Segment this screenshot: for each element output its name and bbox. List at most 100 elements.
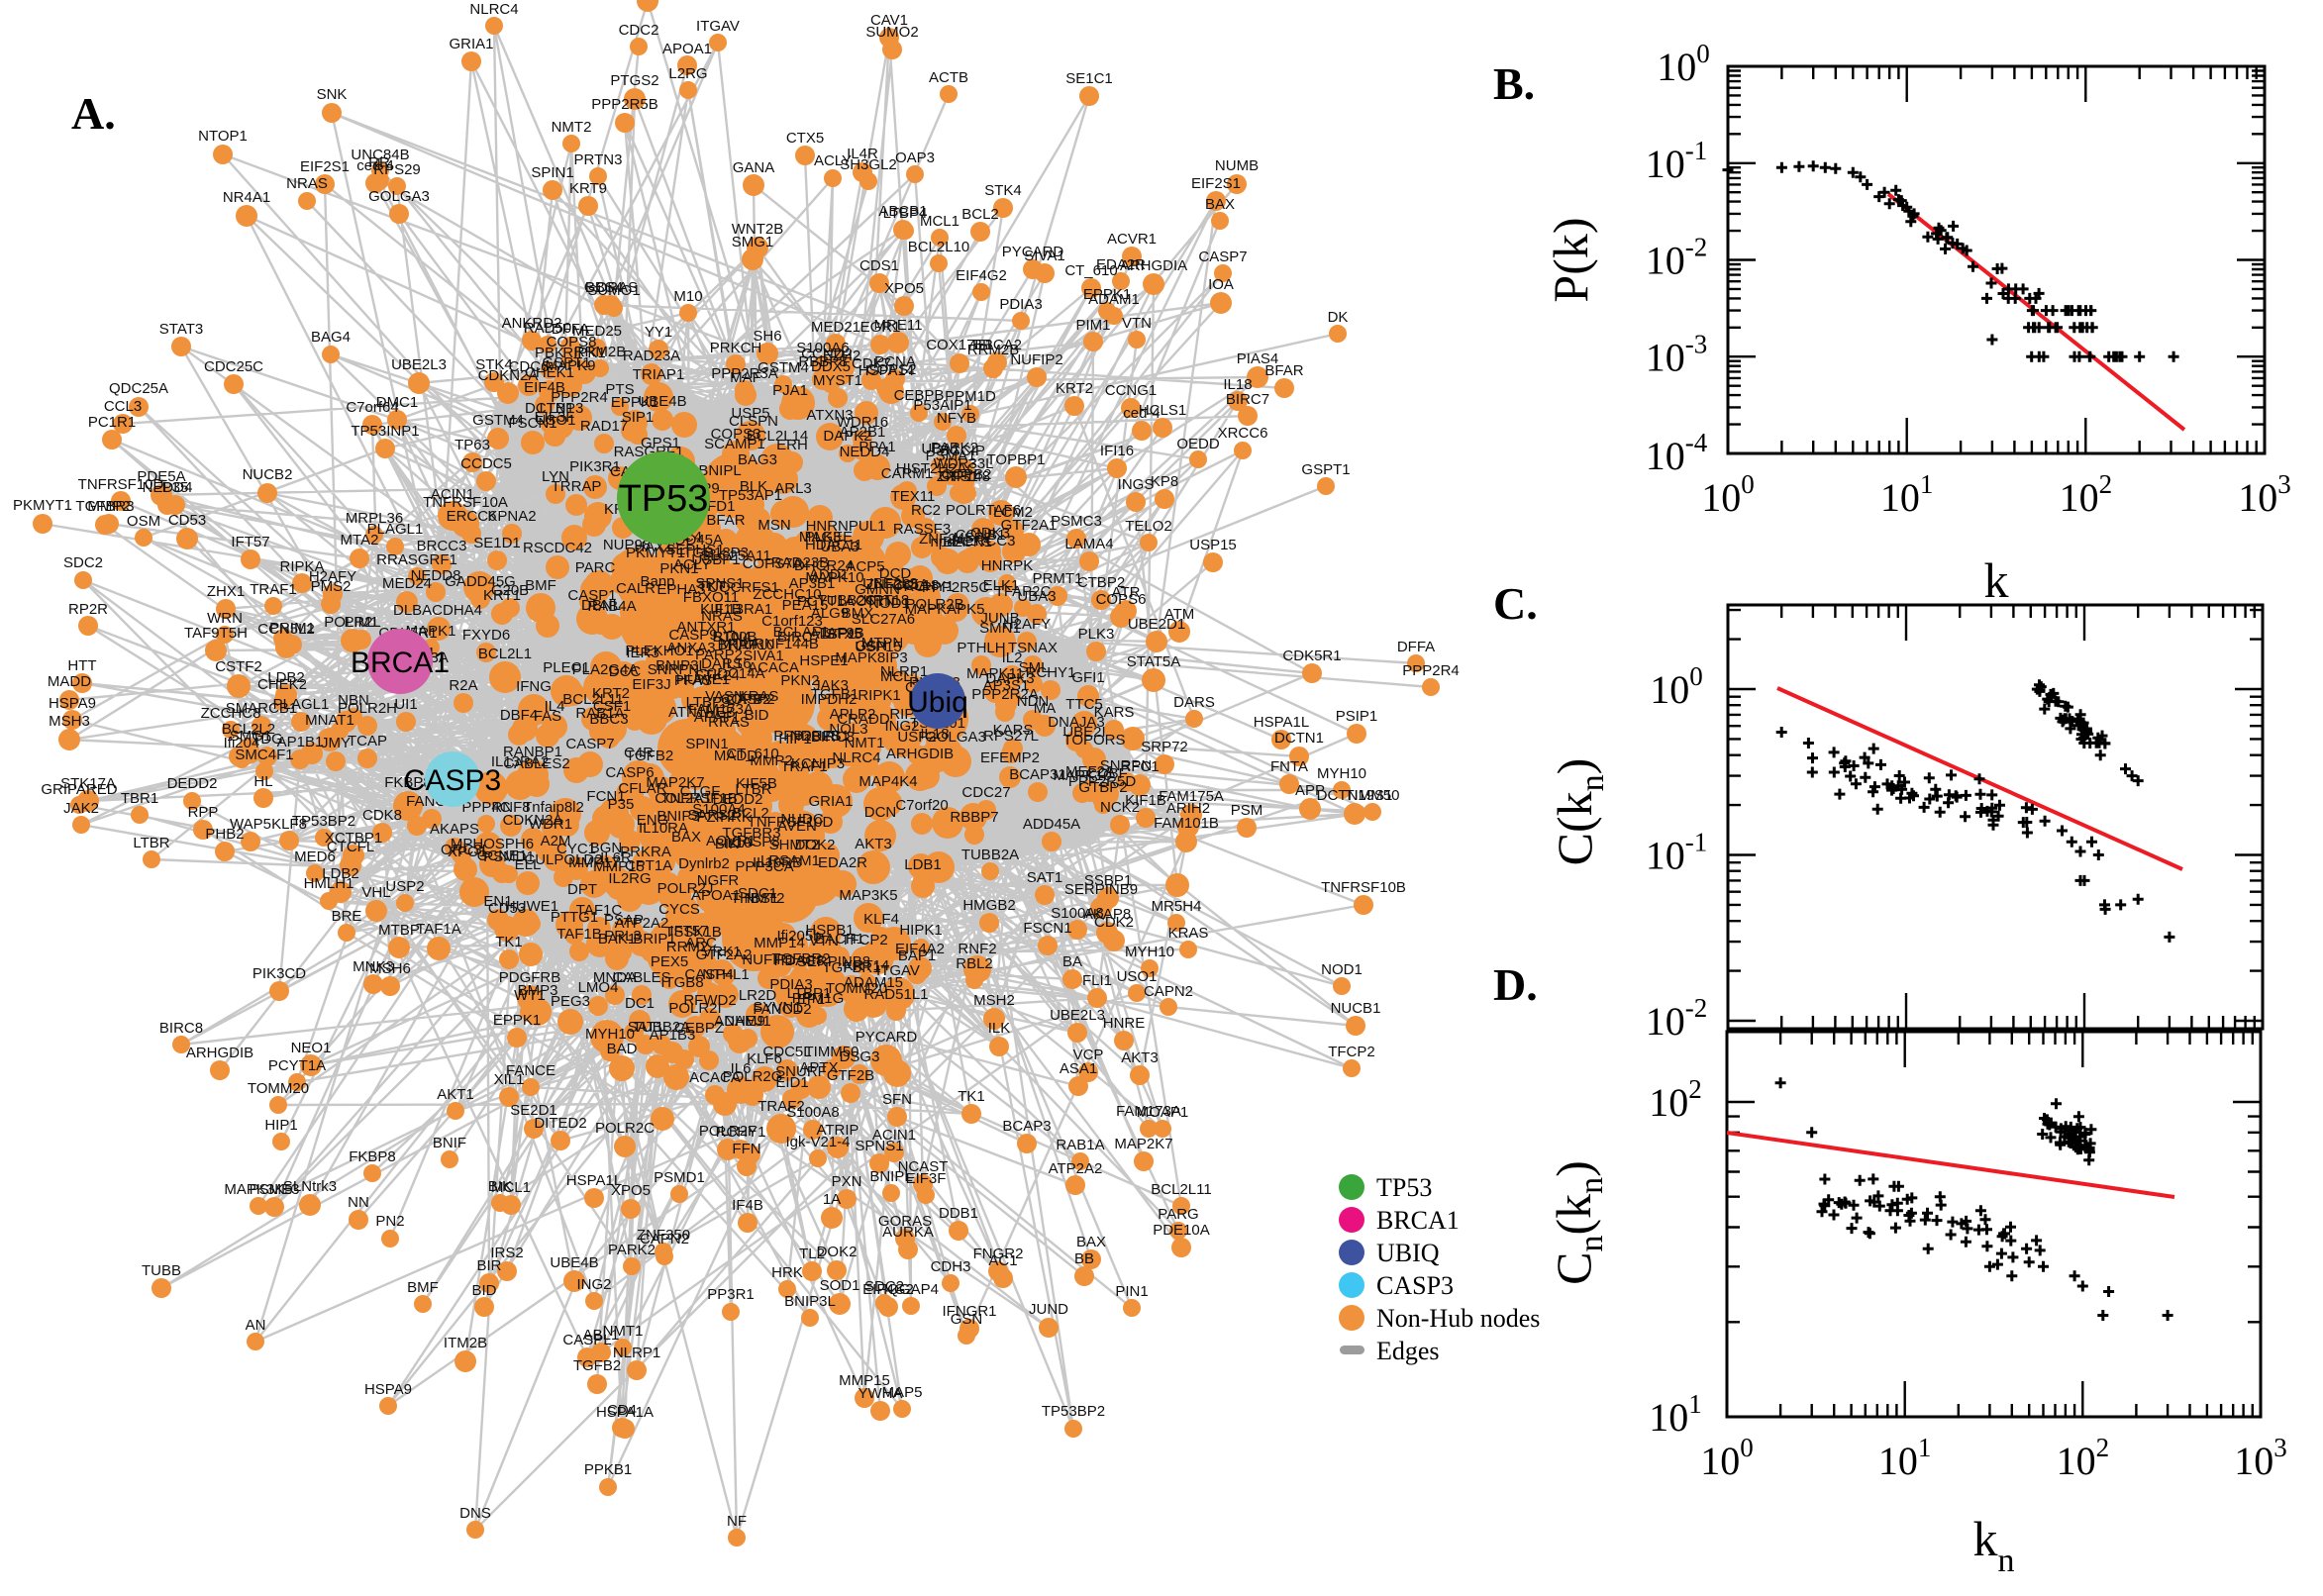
svg-text:RCHY1: RCHY1 (904, 578, 955, 595)
svg-text:100: 100 (1700, 1433, 1754, 1483)
svg-text:USBP1: USBP1 (691, 551, 740, 568)
svg-text:PARK2: PARK2 (931, 440, 978, 456)
svg-text:S100A4: S100A4 (692, 801, 745, 818)
svg-text:IRS2: IRS2 (490, 1245, 523, 1261)
svg-text:LAMA4: LAMA4 (1064, 536, 1113, 552)
svg-text:CASP8: CASP8 (731, 834, 779, 850)
svg-text:MSH6: MSH6 (369, 960, 411, 977)
svg-text:PKN2: PKN2 (780, 672, 819, 689)
svg-text:SML: SML (1019, 659, 1050, 676)
svg-text:ENG: ENG (637, 812, 669, 829)
svg-text:CSTF2: CSTF2 (215, 658, 262, 675)
svg-text:BIRC8: BIRC8 (159, 1020, 203, 1037)
svg-text:CD4: CD4 (607, 1402, 637, 1419)
svg-text:KPNA2: KPNA2 (487, 508, 536, 525)
svg-text:RPP: RPP (188, 804, 219, 821)
svg-text:RBBP8: RBBP8 (798, 353, 847, 370)
svg-text:IL2RG: IL2RG (608, 870, 651, 887)
svg-text:BCAP31: BCAP31 (1009, 766, 1066, 783)
svg-text:VASN: VASN (705, 688, 745, 705)
svg-text:BRCA1: BRCA1 (1376, 1206, 1460, 1235)
svg-text:ACLY: ACLY (673, 556, 711, 573)
svg-text:TAF9T5H: TAF9T5H (184, 625, 248, 642)
svg-text:CDK2: CDK2 (1094, 914, 1134, 931)
svg-text:CAPN2: CAPN2 (1144, 983, 1193, 1000)
svg-text:BECN1: BECN1 (943, 534, 992, 550)
svg-text:POLR2I: POLR2I (668, 1000, 721, 1017)
svg-text:PPP4C: PPP4C (461, 799, 510, 816)
svg-text:ZCCHC10: ZCCHC10 (753, 586, 821, 603)
svg-text:COX17E1: COX17E1 (926, 337, 993, 353)
svg-text:MAP4K4: MAP4K4 (858, 773, 917, 790)
svg-text:CT_610: CT_610 (726, 746, 778, 762)
svg-text:PCNA: PCNA (874, 353, 916, 370)
svg-text:KRT14: KRT14 (844, 957, 889, 974)
svg-text:TP53BP2: TP53BP2 (1042, 1403, 1105, 1420)
svg-text:PDIA3: PDIA3 (999, 296, 1042, 313)
svg-text:PJA1: PJA1 (772, 382, 808, 399)
svg-text:POLR2L: POLR2L (324, 614, 381, 631)
svg-text:POLR2H: POLR2H (338, 700, 397, 717)
svg-text:RCHY1: RCHY1 (1026, 664, 1076, 681)
svg-text:KLF4: KLF4 (863, 911, 899, 928)
svg-text:BNIP3L: BNIP3L (656, 657, 707, 674)
svg-text:EPPK1: EPPK1 (611, 394, 658, 411)
svg-text:IL16: IL16 (722, 655, 751, 672)
svg-text:ELL: ELL (515, 856, 542, 873)
svg-text:CHEK2: CHEK2 (257, 676, 307, 693)
svg-text:BID: BID (744, 707, 768, 724)
svg-text:CASP1: CASP1 (567, 587, 616, 604)
svg-text:FKBP8: FKBP8 (349, 1148, 396, 1165)
svg-text:KRAS: KRAS (1168, 925, 1209, 942)
svg-text:JAK2: JAK2 (63, 800, 99, 817)
svg-text:HUWE1: HUWE1 (505, 898, 558, 915)
svg-text:NUFIP1: NUFIP1 (742, 951, 794, 968)
svg-text:AP1B3: AP1B3 (650, 1027, 696, 1044)
svg-text:BIR: BIR (476, 1257, 501, 1274)
svg-text:ARHGDIB: ARHGDIB (186, 1045, 253, 1061)
svg-text:ATP2A2: ATP2A2 (1049, 1160, 1103, 1177)
svg-text:NEDD4: NEDD4 (143, 479, 193, 496)
svg-text:HSPB1: HSPB1 (805, 922, 854, 939)
svg-text:BMF: BMF (525, 577, 556, 594)
svg-text:HNRE: HNRE (1103, 1015, 1146, 1032)
svg-text:ZHX1: ZHX1 (207, 583, 245, 600)
svg-text:KRT9: KRT9 (569, 180, 607, 197)
svg-text:TOPBP1: TOPBP1 (987, 451, 1046, 468)
svg-text:PPKB1: PPKB1 (584, 1461, 632, 1478)
svg-text:TRAF2: TRAF2 (758, 1098, 805, 1115)
svg-text:EIF4B: EIF4B (524, 379, 565, 396)
svg-text:BMX: BMX (842, 605, 874, 622)
svg-text:10-2: 10-2 (1646, 233, 1708, 283)
svg-text:GSPT1: GSPT1 (1301, 461, 1350, 478)
svg-text:PLA2G4A: PLA2G4A (572, 661, 639, 678)
svg-text:ILK: ILK (988, 1020, 1011, 1037)
svg-text:EPPK1: EPPK1 (1083, 286, 1131, 303)
svg-text:DEDD2: DEDD2 (713, 791, 763, 808)
svg-text:RAB4A: RAB4A (587, 598, 636, 615)
svg-text:PSMD1: PSMD1 (654, 1169, 705, 1186)
svg-text:KRT2: KRT2 (592, 685, 630, 702)
svg-text:PDGFRB: PDGFRB (499, 969, 561, 986)
svg-text:TBR1: TBR1 (121, 790, 158, 807)
svg-text:FAM101B: FAM101B (1154, 815, 1219, 832)
svg-text:PSMD1: PSMD1 (483, 848, 535, 865)
svg-text:UI1: UI1 (394, 696, 417, 713)
svg-text:MAPK9: MAPK9 (546, 357, 596, 374)
svg-text:MAP5: MAP5 (882, 1384, 923, 1401)
svg-text:MA: MA (1034, 700, 1057, 717)
svg-text:BIK: BIK (488, 1178, 512, 1195)
svg-text:1A: 1A (823, 1191, 841, 1208)
svg-text:PSIP1: PSIP1 (1336, 708, 1378, 725)
svg-text:CDC14A: CDC14A (706, 665, 764, 682)
svg-text:EIF4G2: EIF4G2 (956, 267, 1007, 284)
svg-text:MAF: MAF (730, 369, 761, 386)
svg-text:NF: NF (727, 1513, 747, 1530)
svg-text:VCP: VCP (1073, 1047, 1104, 1063)
svg-text:ADD45A: ADD45A (1023, 816, 1080, 833)
svg-text:IL4R: IL4R (847, 146, 878, 162)
svg-text:SDC1: SDC1 (738, 885, 777, 902)
svg-text:BCL2L14: BCL2L14 (747, 428, 809, 445)
svg-text:EP1: EP1 (797, 991, 825, 1008)
svg-text:CT_610: CT_610 (1064, 262, 1117, 279)
